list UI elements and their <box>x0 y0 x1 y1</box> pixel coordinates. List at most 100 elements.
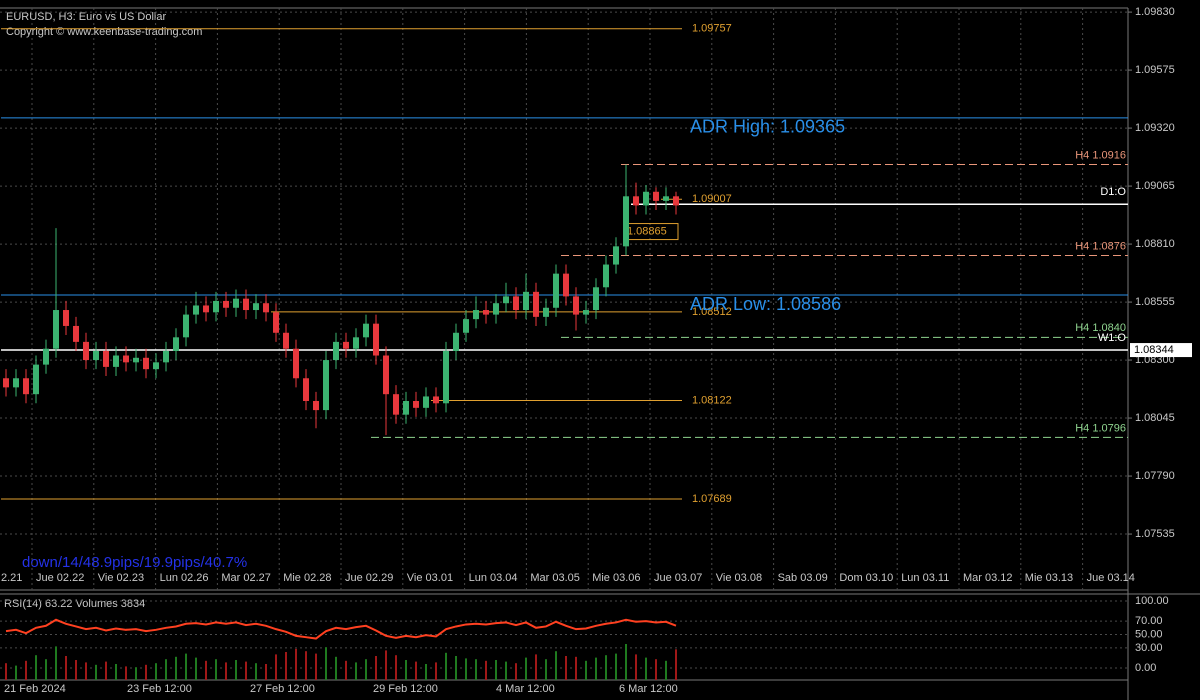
volume-bar <box>365 659 367 680</box>
price-box <box>1130 343 1192 358</box>
x-tick-label: Mar 02.27 <box>221 572 271 584</box>
volume-bar <box>645 657 647 680</box>
level-label: 1.08512 <box>692 306 732 318</box>
volume-bar <box>315 653 317 680</box>
volume-bar <box>415 661 417 680</box>
x-tick-label: Vie 02.23 <box>98 572 144 584</box>
candle-body <box>593 287 599 311</box>
candle-body <box>153 362 159 370</box>
candle-body <box>353 337 359 349</box>
candle-body <box>673 196 679 206</box>
h4-label: H4 1.0876 <box>1075 240 1126 252</box>
rsi-line <box>5 618 677 640</box>
volume-bar <box>95 664 97 680</box>
candle-body <box>633 196 639 206</box>
x-tick-label: 2.21 <box>1 572 22 584</box>
candle-body <box>573 296 579 315</box>
volume-bar <box>225 662 227 680</box>
candle-body <box>563 273 569 297</box>
candle-body <box>393 394 399 415</box>
candle-body <box>53 310 59 349</box>
volume-bar <box>345 660 347 680</box>
x-tick-label: Jue 02.29 <box>345 572 393 584</box>
y-tick-label: 1.08555 <box>1135 296 1175 308</box>
volume-bar <box>615 653 617 680</box>
candle-body <box>493 303 499 315</box>
volume-bar <box>15 665 17 680</box>
volume-bar <box>65 656 67 680</box>
candle-body <box>423 396 429 408</box>
y-tick-label: 0.00 <box>1135 662 1156 674</box>
candle-body <box>533 291 539 317</box>
volume-bar <box>405 660 407 680</box>
candle-body <box>43 348 49 365</box>
volume-bar <box>265 664 267 680</box>
candle-body <box>583 310 589 315</box>
x-tick-label: Jue 02.22 <box>36 572 84 584</box>
volume-bar <box>545 659 547 680</box>
x-tick-label: Lun 03.04 <box>469 572 518 584</box>
volume-bar <box>375 656 377 680</box>
x-tick-label: Vie 03.01 <box>407 572 453 584</box>
candle-body <box>603 264 609 288</box>
h4-label: H4 1.0916 <box>1075 149 1126 161</box>
volume-bar <box>455 656 457 680</box>
candle-body <box>13 378 19 388</box>
volume-bar <box>335 656 337 680</box>
y-tick-label: 1.07535 <box>1135 528 1175 540</box>
candle-body <box>283 332 289 349</box>
candle-body <box>263 303 269 313</box>
volume-bar <box>115 664 117 680</box>
candle-body <box>203 305 209 313</box>
h4-label: H4 1.0840 <box>1075 322 1126 334</box>
candle-body <box>63 310 69 326</box>
candle-body <box>413 401 419 408</box>
volume-bar <box>125 666 127 680</box>
volume-bar <box>185 653 187 680</box>
candle-body <box>453 332 459 351</box>
candle-body <box>613 246 619 265</box>
volume-bar <box>275 654 277 680</box>
candle-body <box>483 310 489 315</box>
candle-body <box>173 337 179 351</box>
volume-bar <box>515 663 517 680</box>
x-tick-label: Jue 03.14 <box>1087 572 1135 584</box>
volume-bar <box>475 659 477 680</box>
candle-body <box>463 319 469 333</box>
candle-body <box>113 355 119 367</box>
volume-bar <box>385 650 387 680</box>
candle-body <box>3 378 9 388</box>
candle-body <box>73 325 79 342</box>
y-tick-label: 1.07790 <box>1135 470 1175 482</box>
candle-body <box>653 191 659 201</box>
volume-bar <box>195 657 197 680</box>
volume-bar <box>145 664 147 680</box>
copyright: Copyright © www.keenbase-trading.com <box>6 26 202 38</box>
x-tick-label: Mie 02.28 <box>283 572 331 584</box>
candle-body <box>553 273 559 308</box>
volume-bar <box>305 651 307 680</box>
x-tick-label: Sab 03.09 <box>778 572 828 584</box>
volume-bar <box>165 659 167 680</box>
x-tick-label: 27 Feb 12:00 <box>250 683 315 695</box>
volume-bar <box>575 656 577 680</box>
candle-body <box>473 310 479 320</box>
volume-bar <box>505 661 507 680</box>
volume-bar <box>295 648 297 680</box>
x-tick-label: 4 Mar 12:00 <box>496 683 555 695</box>
x-tick-label: Mie 03.13 <box>1025 572 1073 584</box>
volume-bar <box>245 661 247 680</box>
adr-label: ADR High: 1.09365 <box>690 117 845 137</box>
volume-bar <box>495 660 497 680</box>
x-tick-label: Mie 03.06 <box>592 572 640 584</box>
h4-label: H4 1.0796 <box>1075 422 1126 434</box>
volume-bar <box>235 660 237 680</box>
stats: down/14/48.9pips/19.9pips/40.7% <box>22 554 247 571</box>
candle-body <box>373 323 379 356</box>
candle-body <box>303 378 309 402</box>
candle-body <box>313 401 319 411</box>
volume-bar <box>25 660 27 680</box>
level-label: 1.09007 <box>692 193 732 205</box>
y-tick-label: 50.00 <box>1135 628 1163 640</box>
candle-body <box>293 348 299 379</box>
